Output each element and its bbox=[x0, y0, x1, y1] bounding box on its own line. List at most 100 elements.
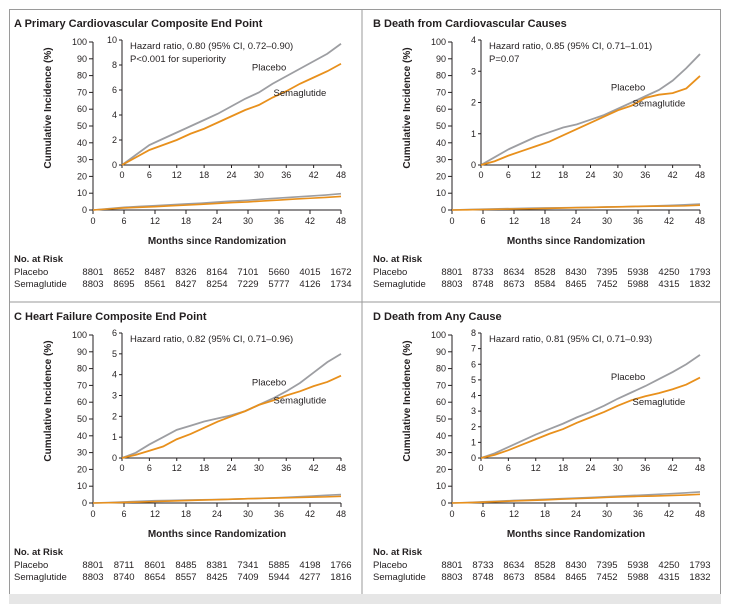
x-tick-label: 48 bbox=[695, 509, 705, 519]
x-axis-label: Months since Randomization bbox=[148, 236, 286, 247]
risk-cell: 4315 bbox=[658, 572, 679, 583]
curve-label-semaglutide: Semaglutide bbox=[633, 99, 686, 110]
risk-cell: 4198 bbox=[299, 560, 320, 571]
risk-cell: 7101 bbox=[237, 267, 258, 278]
inset-y-tick-label: 6 bbox=[112, 328, 117, 338]
risk-cell: 5660 bbox=[268, 267, 289, 278]
main-y-tick-label: 100 bbox=[431, 37, 446, 47]
risk-cell: 8528 bbox=[534, 267, 555, 278]
risk-row-name: Placebo bbox=[373, 267, 407, 278]
x-tick-label: 0 bbox=[449, 216, 454, 226]
risk-cell: 8803 bbox=[441, 279, 462, 290]
y-axis-label: Cumulative Incidence (%) bbox=[402, 340, 413, 461]
inset-x-tick-label: 42 bbox=[309, 463, 319, 473]
x-tick-label: 12 bbox=[150, 509, 160, 519]
panel-letter: D bbox=[373, 311, 384, 323]
x-tick-label: 30 bbox=[602, 509, 612, 519]
main-y-tick-label: 30 bbox=[77, 155, 87, 165]
panel-letter: A bbox=[14, 18, 25, 30]
risk-cell: 1672 bbox=[330, 267, 351, 278]
risk-cell: 8634 bbox=[503, 267, 524, 278]
x-tick-label: 30 bbox=[243, 216, 253, 226]
risk-cell: 7452 bbox=[596, 279, 617, 290]
inset-y-tick-label: 7 bbox=[471, 344, 476, 354]
risk-cell: 8487 bbox=[144, 267, 165, 278]
risk-cell: 8652 bbox=[113, 267, 134, 278]
risk-cell: 1734 bbox=[330, 279, 351, 290]
inset-y-tick-label: 6 bbox=[471, 359, 476, 369]
risk-row-name: Semaglutide bbox=[373, 279, 426, 290]
x-tick-label: 6 bbox=[121, 509, 126, 519]
risk-cell: 1832 bbox=[689, 572, 710, 583]
risk-cell: 8430 bbox=[565, 267, 586, 278]
risk-cell: 8254 bbox=[206, 279, 227, 290]
inset-x-tick-label: 18 bbox=[199, 170, 209, 180]
panel-D: D Death from Any Cause010203040506070809… bbox=[373, 311, 711, 583]
inset-x-tick-label: 12 bbox=[172, 170, 182, 180]
main-y-tick-label: 0 bbox=[441, 205, 446, 215]
panel-title-text: Heart Failure Composite End Point bbox=[25, 311, 207, 323]
risk-cell: 8430 bbox=[565, 560, 586, 571]
curve-label-semaglutide: Semaglutide bbox=[633, 397, 686, 408]
main-y-tick-label: 60 bbox=[436, 397, 446, 407]
inset-x-tick-label: 18 bbox=[199, 463, 209, 473]
main-y-tick-label: 60 bbox=[77, 104, 87, 114]
risk-cell: 1793 bbox=[689, 267, 710, 278]
inset-x-tick-label: 24 bbox=[226, 170, 236, 180]
y-axis-label: Cumulative Incidence (%) bbox=[43, 340, 54, 461]
risk-cell: 4277 bbox=[299, 572, 320, 583]
inset-y-tick-label: 1 bbox=[471, 129, 476, 139]
x-tick-label: 42 bbox=[664, 509, 674, 519]
risk-cell: 8748 bbox=[472, 572, 493, 583]
inset-x-tick-label: 30 bbox=[254, 170, 264, 180]
x-tick-label: 36 bbox=[633, 216, 643, 226]
risk-cell: 8601 bbox=[144, 560, 165, 571]
inset-x-tick-label: 24 bbox=[226, 463, 236, 473]
risk-cell: 8801 bbox=[82, 267, 103, 278]
main-y-tick-label: 100 bbox=[72, 330, 87, 340]
main-y-tick-label: 50 bbox=[436, 121, 446, 131]
inset-x-tick-label: 24 bbox=[585, 170, 595, 180]
risk-cell: 4250 bbox=[658, 560, 679, 571]
main-y-tick-label: 80 bbox=[436, 364, 446, 374]
risk-cell: 8164 bbox=[206, 267, 227, 278]
inset-y-tick-label: 1 bbox=[471, 437, 476, 447]
risk-cell: 1766 bbox=[330, 560, 351, 571]
risk-cell: 8465 bbox=[565, 572, 586, 583]
x-tick-label: 6 bbox=[121, 216, 126, 226]
risk-cell: 8557 bbox=[175, 572, 196, 583]
risk-cell: 8485 bbox=[175, 560, 196, 571]
risk-cell: 8326 bbox=[175, 267, 196, 278]
risk-cell: 1793 bbox=[689, 560, 710, 571]
risk-cell: 5938 bbox=[627, 267, 648, 278]
inset-y-tick-label: 8 bbox=[471, 328, 476, 338]
risk-cell: 8528 bbox=[534, 560, 555, 571]
risk-cell: 8465 bbox=[565, 279, 586, 290]
main-y-tick-label: 30 bbox=[436, 155, 446, 165]
risk-cell: 7395 bbox=[596, 267, 617, 278]
risk-cell: 7341 bbox=[237, 560, 258, 571]
x-tick-label: 48 bbox=[336, 509, 346, 519]
risk-row-name: Semaglutide bbox=[14, 279, 67, 290]
x-tick-label: 0 bbox=[90, 509, 95, 519]
main-y-tick-label: 30 bbox=[77, 448, 87, 458]
hazard-ratio-annotation: P<0.001 for superiority bbox=[130, 54, 226, 65]
inset-y-tick-label: 2 bbox=[112, 135, 117, 145]
inset-y-tick-label: 5 bbox=[471, 375, 476, 385]
risk-cell: 5777 bbox=[268, 279, 289, 290]
panel-title-text: Primary Cardiovascular Composite End Poi… bbox=[25, 18, 263, 30]
main-y-tick-label: 20 bbox=[436, 464, 446, 474]
risk-cell: 8801 bbox=[82, 560, 103, 571]
inset-y-tick-label: 4 bbox=[112, 110, 117, 120]
panel-B: B Death from Cardiovascular Causes010203… bbox=[373, 18, 711, 290]
inset-curve-semaglutide bbox=[121, 62, 342, 166]
inset-x-tick-label: 30 bbox=[613, 463, 623, 473]
main-y-tick-label: 20 bbox=[77, 171, 87, 181]
y-axis-label: Cumulative Incidence (%) bbox=[43, 47, 54, 168]
risk-cell: 8748 bbox=[472, 279, 493, 290]
main-y-tick-label: 80 bbox=[77, 364, 87, 374]
y-axis-label: Cumulative Incidence (%) bbox=[402, 47, 413, 168]
risk-cell: 8803 bbox=[82, 279, 103, 290]
main-curve-semaglutide bbox=[92, 195, 342, 211]
main-y-tick-label: 90 bbox=[77, 54, 87, 64]
